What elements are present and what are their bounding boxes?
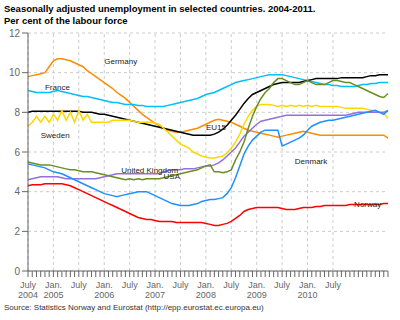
svg-text:2: 2 xyxy=(14,226,20,237)
svg-text:July2004: July2004 xyxy=(18,280,38,300)
svg-text:12: 12 xyxy=(9,28,21,39)
svg-text:10: 10 xyxy=(9,67,21,78)
svg-text:Jan.2006: Jan.2006 xyxy=(94,280,114,300)
svg-text:Jan.2009: Jan.2009 xyxy=(247,280,267,300)
svg-text:Norway: Norway xyxy=(354,200,381,209)
svg-text:July: July xyxy=(172,280,189,290)
svg-text:France: France xyxy=(45,83,70,92)
svg-text:EU15: EU15 xyxy=(206,123,227,132)
svg-text:Jan.2010: Jan.2010 xyxy=(298,280,318,300)
svg-text:July: July xyxy=(223,280,240,290)
svg-text:Jan.2005: Jan.2005 xyxy=(43,280,63,300)
svg-text:6: 6 xyxy=(14,147,20,158)
svg-text:8: 8 xyxy=(14,107,20,118)
svg-text:0: 0 xyxy=(14,266,20,277)
svg-text:July: July xyxy=(274,280,291,290)
svg-text:Denmark: Denmark xyxy=(295,157,328,166)
svg-text:Jan.2008: Jan.2008 xyxy=(196,280,216,300)
html-text:Source: Statistics Norway and: Source: Statistics Norway and Eurostat (… xyxy=(4,303,264,312)
html-text:Seasonally adjusted unemployme: Seasonally adjusted unemployment in sele… xyxy=(4,3,316,14)
svg-text:United Kingdom: United Kingdom xyxy=(121,166,179,176)
html-text:Per cent of the labour force: Per cent of the labour force xyxy=(4,15,128,26)
svg-text:Sweden: Sweden xyxy=(41,131,70,140)
svg-text:July: July xyxy=(325,280,342,290)
svg-text:4: 4 xyxy=(14,186,20,197)
svg-text:Germany: Germany xyxy=(104,57,137,66)
svg-text:July: July xyxy=(71,280,88,290)
svg-text:USA: USA xyxy=(164,172,181,181)
svg-text:Jan.2007: Jan.2007 xyxy=(145,280,165,300)
svg-text:July: July xyxy=(122,280,139,290)
